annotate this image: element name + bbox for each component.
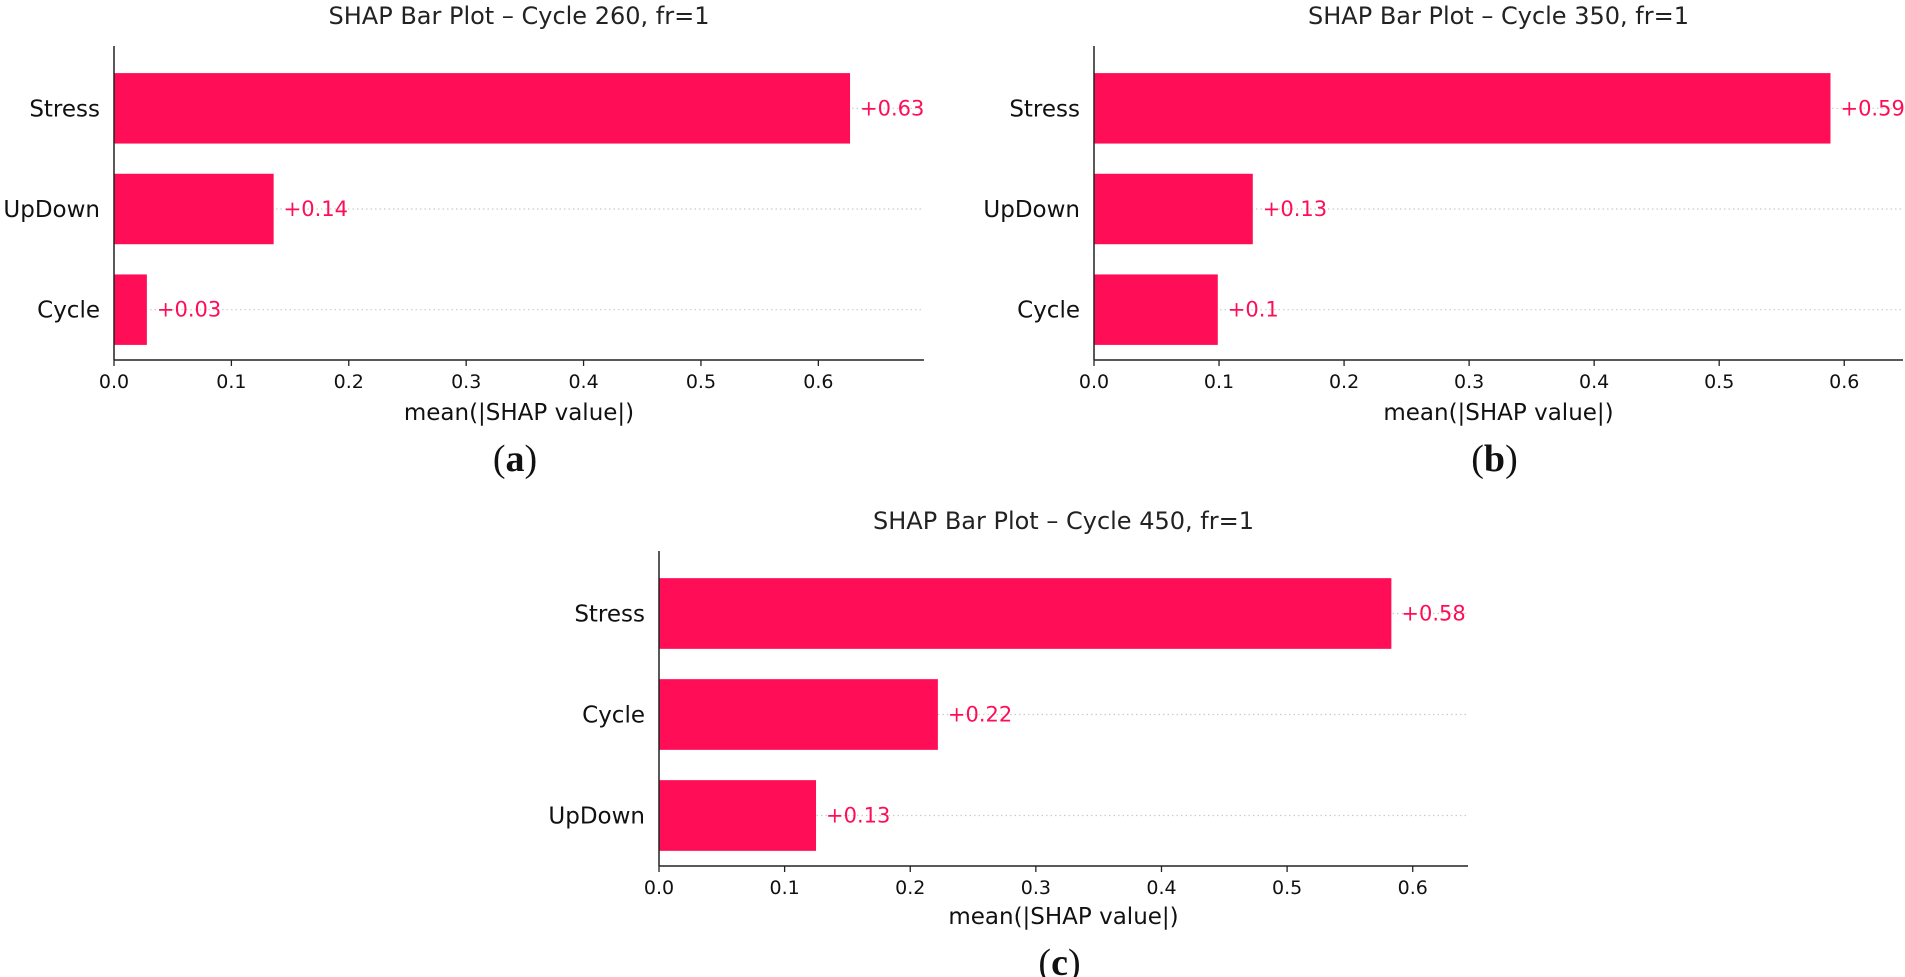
chart-title: SHAP Bar Plot – Cycle 350, fr=1: [1308, 2, 1689, 30]
x-tick-label: 0.2: [334, 371, 364, 393]
x-tick-label: 0.3: [1454, 371, 1484, 393]
x-tick-label: 0.0: [99, 371, 129, 393]
x-tick-label: 0.2: [895, 877, 925, 899]
bar-updown: [659, 780, 817, 851]
chart-title: SHAP Bar Plot – Cycle 260, fr=1: [329, 2, 710, 30]
value-label: +0.13: [826, 804, 890, 828]
panel-letter: b: [1484, 438, 1505, 480]
value-label: +0.63: [860, 96, 924, 120]
x-tick-label: 0.1: [216, 371, 246, 393]
x-tick-label: 0.5: [1704, 371, 1734, 393]
x-tick-label: 0.1: [770, 877, 800, 899]
bar-cycle: [659, 679, 938, 750]
bar-cycle: [1094, 274, 1218, 345]
x-tick-label: 0.4: [1579, 371, 1609, 393]
category-label: Stress: [1009, 96, 1080, 122]
category-label: UpDown: [3, 197, 100, 223]
value-label: +0.14: [284, 197, 348, 221]
bar-updown: [1094, 173, 1253, 245]
x-axis-label: mean(|SHAP value|): [404, 400, 634, 426]
panel-label: (c): [1038, 942, 1080, 977]
x-tick-label: 0.6: [1398, 877, 1428, 899]
value-label: +0.13: [1263, 197, 1327, 221]
value-label: +0.59: [1840, 96, 1904, 120]
x-tick-label: 0.6: [1829, 371, 1859, 393]
x-tick-label: 0.6: [803, 371, 833, 393]
value-label: +0.58: [1401, 602, 1465, 626]
x-tick-label: 0.1: [1204, 371, 1234, 393]
category-label: Stress: [574, 602, 645, 628]
bar-updown: [114, 173, 274, 245]
panel-letter: a: [506, 438, 525, 480]
x-tick-label: 0.3: [451, 371, 481, 393]
bar-stress: [659, 578, 1392, 649]
chart-title: SHAP Bar Plot – Cycle 450, fr=1: [873, 507, 1254, 535]
category-label: Cycle: [1017, 298, 1080, 324]
panel-letter: c: [1051, 942, 1068, 977]
category-label: UpDown: [548, 804, 645, 830]
x-tick-label: 0.5: [1272, 877, 1302, 899]
category-label: Stress: [29, 96, 100, 122]
shap-bar-chart-a: SHAP Bar Plot – Cycle 260, fr=1 Stress +0.…: [3, 2, 924, 480]
x-tick-label: 0.2: [1329, 371, 1359, 393]
shap-bar-chart-c: SHAP Bar Plot – Cycle 450, fr=1 Stress +0.…: [548, 507, 1468, 977]
panel-label: (b): [1471, 438, 1517, 480]
x-tick-label: 0.3: [1021, 877, 1051, 899]
value-label: +0.1: [1228, 298, 1279, 322]
value-label: +0.03: [157, 298, 221, 322]
shap-bar-chart-b: SHAP Bar Plot – Cycle 350, fr=1 Stress +0.…: [983, 2, 1904, 480]
bar-stress: [114, 73, 851, 144]
x-tick-label: 0.4: [1146, 877, 1176, 899]
x-tick-label: 0.4: [568, 371, 598, 393]
x-axis-label: mean(|SHAP value|): [1383, 400, 1613, 426]
category-label: Cycle: [37, 298, 100, 324]
x-tick-label: 0.0: [644, 877, 674, 899]
x-tick-label: 0.5: [686, 371, 716, 393]
category-label: Cycle: [582, 703, 645, 729]
x-tick-label: 0.0: [1079, 371, 1109, 393]
category-label: UpDown: [983, 197, 1080, 223]
value-label: +0.22: [948, 703, 1012, 727]
bar-cycle: [114, 274, 147, 345]
x-axis-label: mean(|SHAP value|): [948, 904, 1178, 930]
bar-stress: [1094, 73, 1831, 144]
panel-label: (a): [493, 438, 537, 480]
